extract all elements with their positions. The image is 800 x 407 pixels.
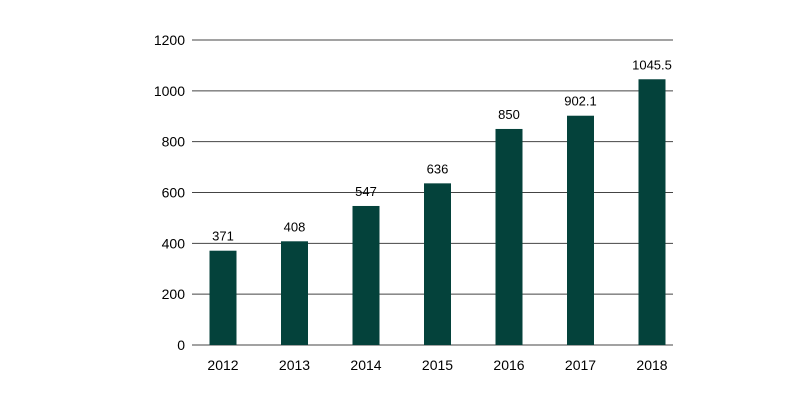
y-tick-label: 200 [162,286,186,302]
data-label: 636 [427,161,449,176]
data-label: 547 [355,184,377,199]
bar-2017 [567,115,594,345]
y-axis-tick-labels: 0 200 400 600 800 1000 1200 [154,32,185,353]
x-tick-label: 2014 [350,357,381,373]
data-labels: 371 408 547 636 850 902.1 1045.5 [212,57,672,243]
y-tick-label: 1200 [154,32,185,48]
bar-2015 [424,183,451,345]
x-tick-label: 2017 [565,357,596,373]
x-axis-tick-labels: 2012 2013 2014 2015 2016 2017 2018 [207,357,667,373]
x-tick-label: 2015 [422,357,453,373]
bar-2012 [209,250,237,345]
bars [209,79,666,346]
y-tick-label: 0 [177,337,185,353]
data-label: 408 [284,219,306,234]
data-label: 1045.5 [632,57,672,72]
bar-2018 [638,79,666,346]
bar-2014 [352,205,380,345]
x-tick-label: 2013 [279,357,310,373]
x-tick-label: 2016 [493,357,524,373]
y-tick-label: 400 [162,235,186,251]
y-tick-label: 1000 [154,83,185,99]
data-label: 850 [498,107,520,122]
x-tick-label: 2012 [207,357,238,373]
x-tick-label: 2018 [636,357,667,373]
y-tick-label: 600 [162,185,186,201]
data-label: 902.1 [564,94,597,109]
bar-2016 [495,128,523,345]
y-tick-label: 800 [162,134,186,150]
bar-2013 [281,241,308,345]
data-label: 371 [212,229,234,244]
